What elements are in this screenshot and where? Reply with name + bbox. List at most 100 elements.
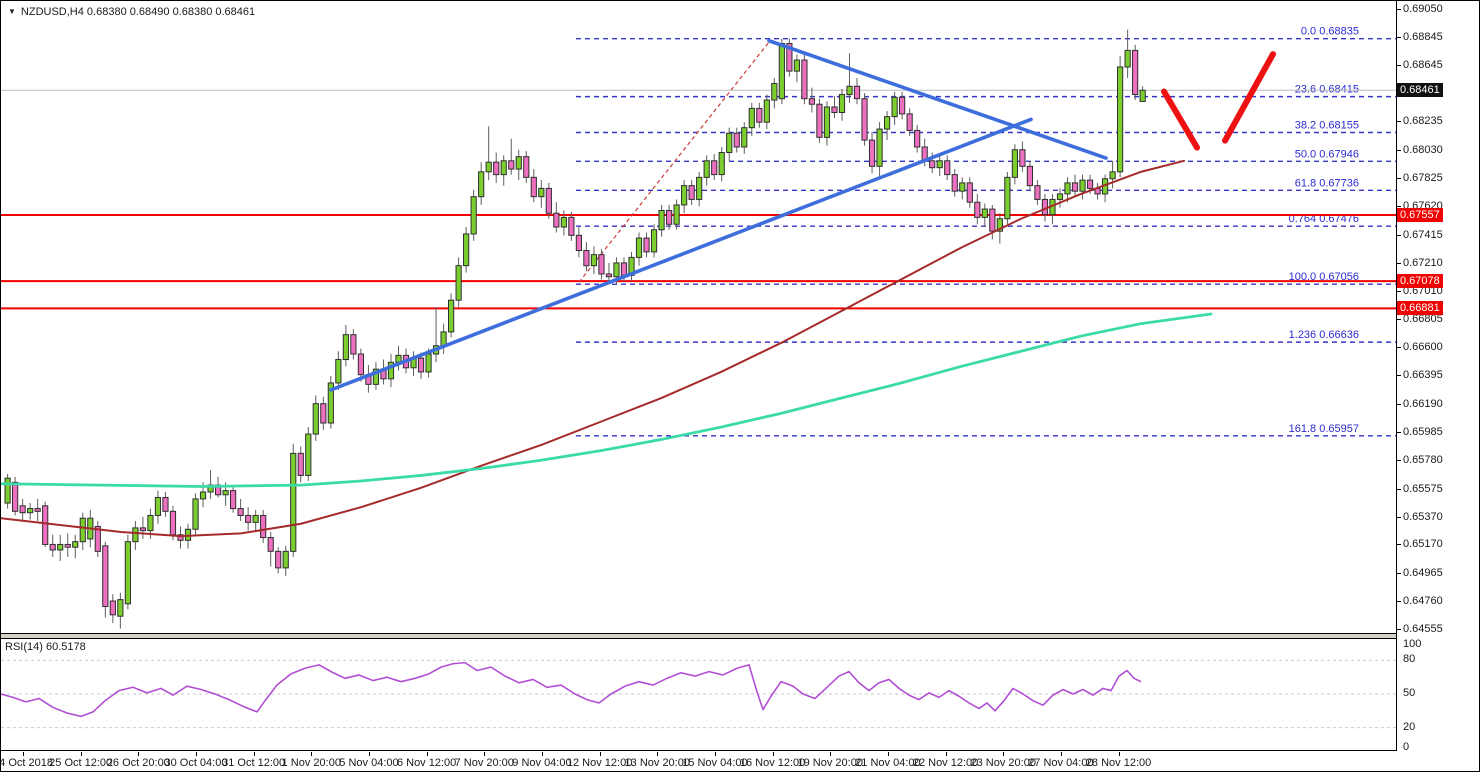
candle-bearish [575, 234, 582, 252]
time-tick-label: 26 Oct 20:00 [106, 757, 170, 769]
price-axis[interactable]: 0.69050 0.68845 0.68645 0.68235 0.68030 0.678… [1396, 1, 1479, 753]
fib-level-label: 0.764 0.67476 [1289, 213, 1359, 225]
candle-bullish [485, 161, 492, 173]
moving-average-slow [1, 159, 1185, 538]
candle-bullish [305, 433, 312, 476]
candle-bullish [778, 43, 785, 100]
candle-bullish [748, 107, 755, 129]
candle-bullish [658, 209, 665, 231]
candle-bullish [1139, 89, 1146, 102]
candle-bearish [19, 505, 26, 514]
time-tick-label: 23 Nov 20:00 [970, 757, 1036, 769]
candle-bullish [741, 127, 748, 148]
price-tick-mark [1397, 234, 1401, 236]
candle-bullish [996, 218, 1003, 232]
candle-bearish [139, 527, 147, 532]
price-tick-label: 0.67415 [1403, 228, 1443, 241]
candle-bullish [72, 541, 79, 548]
time-tick-label: 1 Nov 20:00 [281, 757, 341, 769]
candle-bearish [605, 273, 613, 278]
projection-arrow[interactable] [1222, 51, 1276, 144]
candle-bullish [500, 160, 507, 176]
price-tick-label: 0.67825 [1403, 172, 1443, 185]
time-tick-mark [253, 752, 255, 756]
time-tick-mark [887, 752, 889, 756]
projection-arrow[interactable] [1161, 88, 1200, 151]
candle-bullish [538, 187, 545, 198]
candle-bearish [177, 534, 184, 541]
trendline-ascending-support[interactable] [329, 117, 1033, 392]
time-tick-mark [1003, 752, 1005, 756]
candle-bearish [831, 106, 838, 114]
candle-bullish [1109, 171, 1116, 180]
candle-bearish [665, 209, 673, 225]
candle-bullish [560, 216, 567, 228]
candle-bullish [883, 116, 891, 130]
time-tick-label: 27 Nov 04:00 [1028, 757, 1094, 769]
candle-bearish [162, 497, 169, 512]
candle-bearish [320, 403, 327, 424]
time-tick-mark [1060, 752, 1062, 756]
candle-bearish [583, 250, 590, 267]
candle-bearish [1019, 149, 1026, 167]
moving-average-fast [1, 312, 1213, 488]
trendline-descending-resistance[interactable] [767, 38, 1108, 160]
candle-bullish [372, 368, 380, 385]
price-tick-label: 0.66395 [1403, 369, 1443, 382]
time-tick-label: 28 Nov 12:00 [1085, 757, 1152, 769]
rsi-tick-label: 20 [1403, 720, 1416, 733]
candle-bullish [891, 96, 898, 118]
rsi-tick-label: 80 [1403, 653, 1416, 666]
time-tick-label: 30 Oct 04:00 [164, 757, 228, 769]
price-tick-label: 0.66805 [1403, 312, 1443, 325]
candle-bullish [590, 254, 598, 267]
candle-bearish [49, 543, 56, 551]
price-tick-label: 0.65370 [1403, 510, 1443, 523]
candle-bearish [989, 208, 996, 232]
time-tick-label: 21 Nov 04:00 [855, 757, 921, 769]
candle-bearish [42, 505, 49, 545]
chart-title: ▼ NZDUSD,H4 0.68380 0.68490 0.68380 0.684… [8, 6, 255, 18]
hline-price-badge: 0.67557 [1397, 208, 1443, 223]
symbol-dropdown-icon[interactable]: ▼ [8, 7, 16, 16]
rsi-chart-svg [1, 659, 1396, 729]
candle-bearish [523, 156, 530, 178]
price-tick-label: 0.66600 [1403, 341, 1443, 354]
price-tick-mark [1397, 601, 1401, 603]
candle-bullish [673, 204, 680, 225]
candle-bearish [1132, 49, 1139, 96]
hline-price-badge: 0.67078 [1397, 274, 1443, 289]
candle-bearish [230, 490, 237, 510]
candle-bullish [57, 543, 64, 551]
time-tick-mark [80, 752, 82, 756]
candle-bullish [132, 527, 139, 543]
price-tick-mark [1397, 544, 1401, 546]
candle-bullish [650, 229, 658, 253]
time-tick-label: 12 Nov 12:00 [566, 757, 633, 769]
panel-splitter[interactable] [1, 634, 1479, 638]
rsi-pane[interactable]: RSI(14) 60.5178 [1, 638, 1396, 751]
candle-bullish [696, 176, 703, 200]
price-chart-svg[interactable]: 0.0 0.68835 23.6 0.68415 38.2 0.68155 50.0 … [1, 1, 1396, 633]
candle-bearish [545, 187, 552, 214]
price-tick-label: 0.68845 [1403, 31, 1443, 44]
time-tick-mark [657, 752, 659, 756]
time-tick-label: 31 Oct 12:00 [222, 757, 286, 769]
candle-bearish [1034, 185, 1041, 200]
candle-bearish [34, 508, 41, 512]
candle-bullish [771, 83, 778, 101]
fibonacci-retracement[interactable]: 0.0 0.68835 23.6 0.68415 38.2 0.68155 50.0 … [576, 26, 1396, 437]
candle-bullish [27, 508, 34, 514]
price-tick-label: 0.65575 [1403, 482, 1443, 495]
price-tick-label: 0.68030 [1403, 143, 1443, 156]
price-pane[interactable]: 0.0 0.68835 23.6 0.68415 38.2 0.68155 50.0 … [1, 1, 1396, 634]
candle-bullish [613, 262, 620, 278]
price-tick-mark [1397, 290, 1401, 292]
candle-bearish [786, 43, 793, 72]
rsi-tick-label: 100 [1403, 638, 1422, 650]
time-tick-mark [714, 752, 716, 756]
price-tick-label: 0.69050 [1403, 3, 1443, 15]
price-tick-mark [1397, 572, 1401, 574]
price-tick-label: 0.68645 [1403, 58, 1443, 71]
